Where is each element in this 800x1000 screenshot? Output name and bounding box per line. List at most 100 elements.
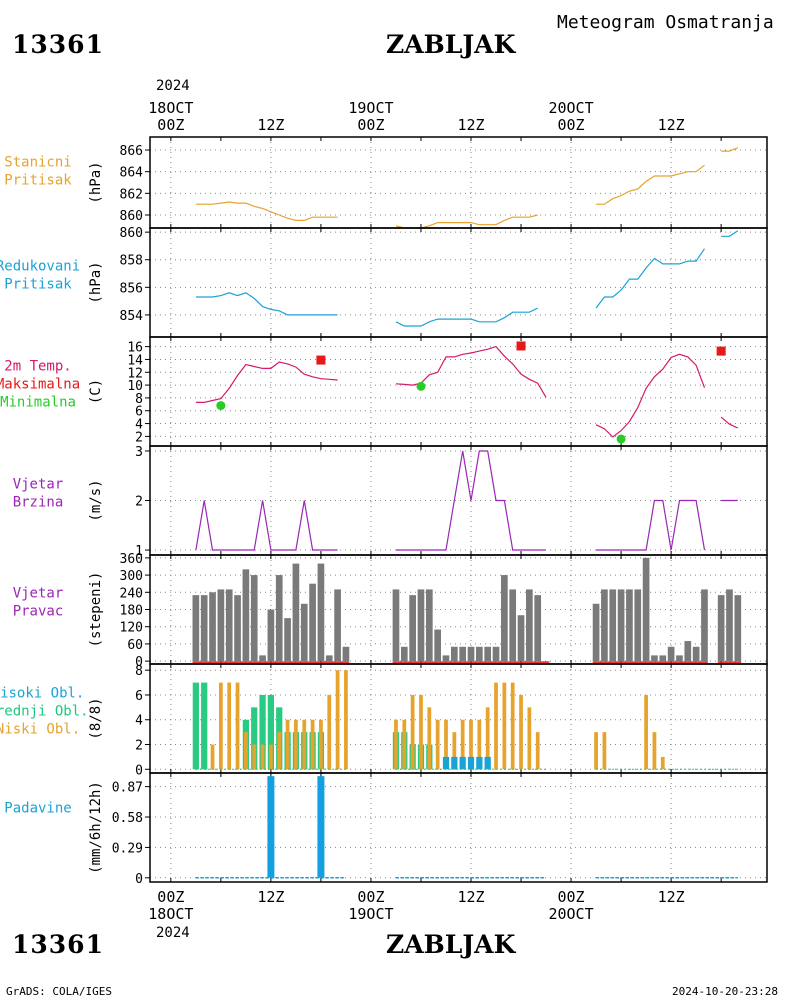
time-label-bottom: 19OCT [348, 905, 393, 923]
cloud-low-bar [452, 732, 457, 770]
cloud-low-bar [652, 732, 657, 770]
cloud-low-bar [444, 719, 448, 770]
year-bottom: 2024 [156, 925, 190, 941]
credit-text: GrADS: COLA/IGES [6, 985, 112, 998]
y-tick-label: 0.58 [112, 811, 143, 826]
wind-direction-bar [267, 609, 275, 662]
cloud-low-bar [602, 732, 607, 770]
y-tick-label: 8 [135, 392, 143, 407]
time-label-top: 20OCT [548, 99, 593, 117]
wind-direction-bar [667, 646, 675, 662]
panel-label: Vjetar [13, 586, 64, 602]
panel-wind_speed: 1 2 3 (m/s) Vjetar Brzina [13, 445, 768, 559]
y-tick-label: 862 [120, 187, 143, 202]
y-tick-label: 0.87 [112, 781, 143, 796]
panel-label: Redukovani [0, 259, 80, 275]
max-temp-marker [516, 341, 526, 351]
cloud-mid-bar [267, 694, 275, 770]
y-tick-label: 6 [135, 689, 143, 704]
panel-frame [149, 445, 768, 556]
cloud-low-bar [244, 732, 248, 770]
wind-direction-bar [676, 655, 683, 662]
cloud-high-bar [451, 756, 458, 770]
wind-direction-bar [726, 589, 733, 662]
wind-direction-bar [626, 589, 633, 662]
wind-direction-bar [425, 589, 433, 662]
cloud-low-bar [519, 694, 523, 770]
cloud-low-bar [269, 744, 273, 770]
wind-direction-bar [409, 595, 416, 662]
panel-precipitation: 0 0.29 0.58 0.87 (mm/6h/12h) Padavine [4, 772, 768, 887]
y-tick-label: 2 [135, 495, 143, 510]
time-label-top: 00Z [157, 116, 184, 134]
station-name-bottom: ZABLJAK [386, 930, 516, 959]
wind-direction-bar [242, 569, 250, 662]
wind-direction-bar [517, 615, 525, 662]
y-tick-label: 858 [120, 254, 143, 269]
wind-direction-bar [617, 589, 625, 662]
panel-wind_direction: 0 60 120 180 240 300 360 (stepeni) Vjetar Pravac [13, 552, 768, 670]
cloud-low-bar [277, 732, 282, 770]
wind-direction-bar [717, 595, 725, 662]
wind-direction-bar [209, 592, 216, 662]
time-label-top: 00Z [357, 116, 384, 134]
panel-label: 2m Temp. [4, 359, 71, 375]
series-line [195, 292, 338, 316]
series-line [395, 307, 538, 327]
wind-direction-bar [392, 589, 400, 662]
cloud-high-bar [476, 756, 483, 770]
wind-direction-bar [434, 629, 441, 662]
wind-direction-bar [317, 563, 325, 662]
panel-unit-label: (hPa) [88, 161, 104, 203]
y-tick-label: 8 [135, 664, 143, 679]
time-label-top: 12Z [257, 116, 284, 134]
y-tick-label: 856 [120, 281, 143, 296]
product-title: Meteogram Osmatranja [557, 12, 774, 33]
y-tick-label: 12 [127, 366, 143, 381]
cloud-low-bar [252, 744, 257, 770]
time-label-bottom: 00Z [157, 888, 184, 906]
series-line [195, 201, 338, 221]
y-tick-label: 864 [120, 166, 144, 181]
panel-frame [149, 136, 768, 229]
cloud-low-bar [218, 682, 223, 770]
cloud-mid-bar [259, 694, 266, 770]
y-tick-label: 866 [120, 144, 143, 159]
time-label-bottom: 00Z [357, 888, 384, 906]
wind-direction-bar [309, 583, 316, 662]
y-tick-label: 0.29 [112, 841, 143, 856]
wind-direction-bar [642, 557, 650, 662]
panel-unit-label: (m/s) [88, 479, 104, 521]
wind-direction-bar [292, 563, 300, 662]
cloud-low-bar [285, 719, 290, 770]
time-label-bottom: 18OCT [148, 905, 193, 923]
y-tick-label: 4 [135, 418, 143, 433]
cloud-low-bar [402, 719, 407, 770]
panel-label: Srednji Obl. [0, 704, 89, 720]
wind-direction-bar [476, 646, 483, 662]
wind-direction-bar [459, 646, 467, 662]
cloud-mid-bar [201, 682, 208, 770]
panel-label: Padavine [4, 801, 71, 817]
panel-frame [149, 336, 768, 447]
cloud-low-bar [527, 707, 532, 770]
panel-label: Brzina [13, 495, 64, 511]
y-tick-label: 60 [127, 638, 143, 653]
y-tick-label: 1 [135, 544, 143, 559]
cloud-low-bar [535, 732, 540, 770]
series-line [195, 361, 338, 403]
cloud-low-bar [494, 682, 498, 770]
precip-bar [317, 776, 325, 878]
wind-direction-bar [259, 655, 266, 662]
wind-direction-bar [484, 646, 492, 662]
y-tick-label: 860 [120, 226, 143, 241]
wind-direction-bar [450, 646, 458, 662]
series-line [395, 214, 538, 229]
series-line [721, 230, 739, 237]
wind-direction-bar [217, 589, 225, 662]
cloud-low-bar [310, 719, 315, 770]
wind-direction-bar [634, 589, 642, 662]
station-name-top: ZABLJAK [386, 30, 516, 59]
panel-unit-label: (C) [88, 379, 104, 404]
